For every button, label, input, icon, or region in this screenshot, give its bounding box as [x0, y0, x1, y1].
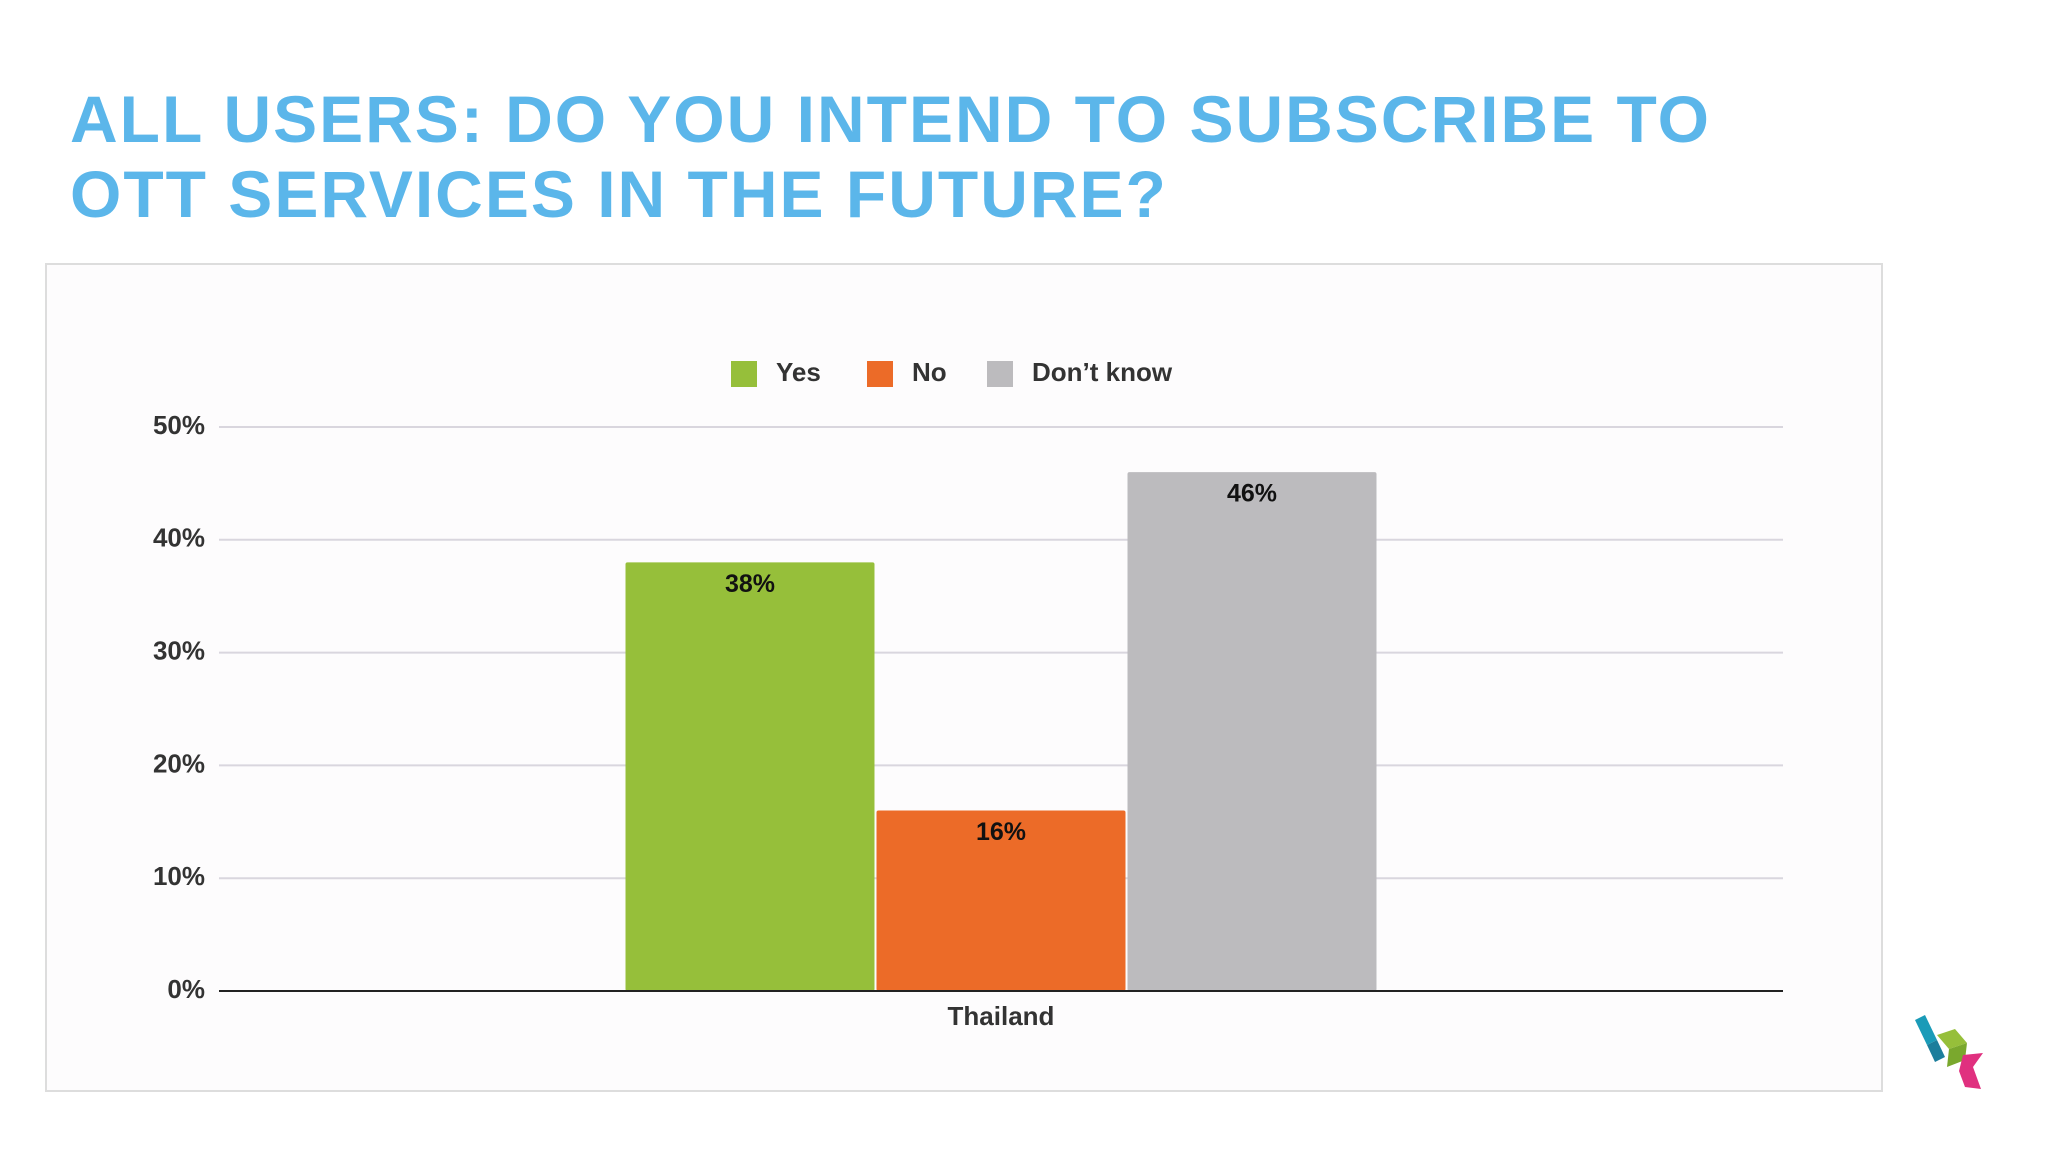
- y-tick-label: 40%: [153, 523, 205, 553]
- value-label: 16%: [976, 818, 1026, 846]
- y-tick-label: 20%: [153, 748, 205, 778]
- legend-label: No: [912, 357, 947, 387]
- logo: [1915, 1015, 1983, 1089]
- x-tick-label: Thailand: [948, 1001, 1055, 1031]
- bar: [625, 562, 875, 991]
- y-tick-label: 0%: [167, 974, 205, 1004]
- bar: [876, 810, 1126, 991]
- legend-swatch: [867, 361, 893, 387]
- value-label: 46%: [1227, 480, 1277, 508]
- bar: [1127, 472, 1377, 991]
- legend-swatch: [987, 361, 1013, 387]
- legend-label: Yes: [776, 357, 821, 387]
- legend-swatch: [731, 361, 757, 387]
- chart-title: ALL USERS: DO YOU INTEND TO SUBSCRIBE TO…: [70, 82, 1711, 231]
- y-tick-label: 30%: [153, 635, 205, 665]
- legend-label: Don’t know: [1032, 357, 1173, 387]
- y-tick-label: 10%: [153, 861, 205, 891]
- y-tick-label: 50%: [153, 410, 205, 440]
- value-label: 38%: [725, 570, 775, 598]
